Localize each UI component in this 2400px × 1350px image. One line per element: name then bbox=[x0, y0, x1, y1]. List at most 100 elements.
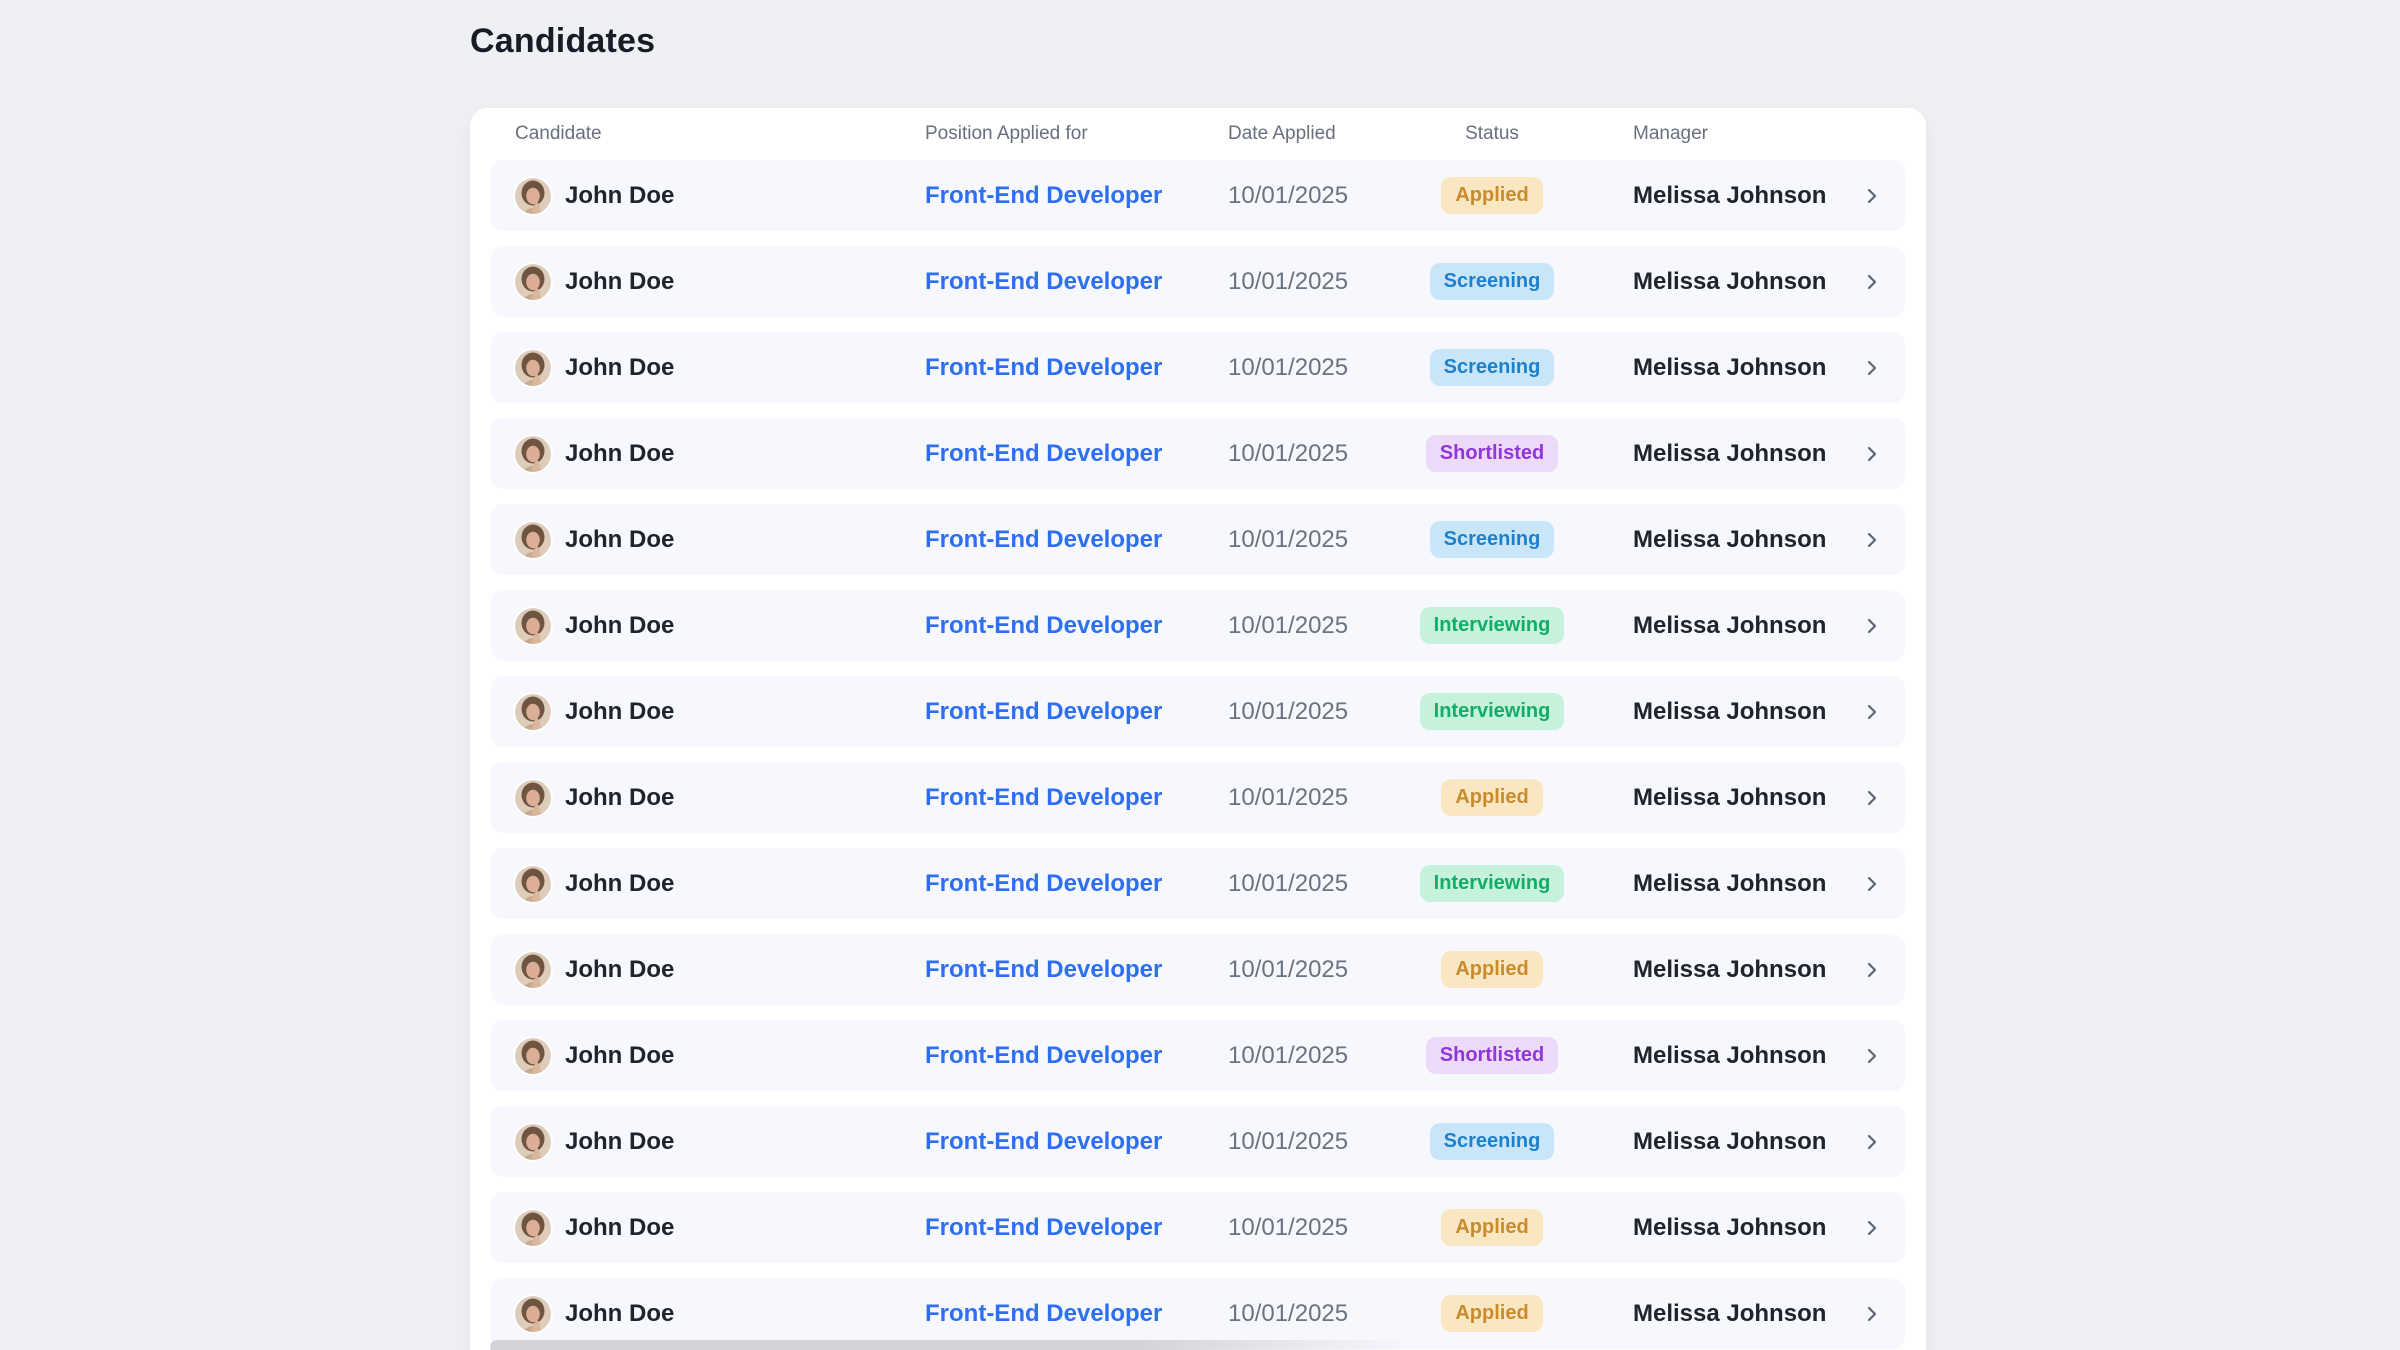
candidate-avatar bbox=[515, 865, 551, 902]
candidate-avatar bbox=[515, 1295, 551, 1332]
candidate-cell: John Doe bbox=[515, 779, 925, 816]
chevron-cell[interactable] bbox=[1845, 789, 1881, 807]
candidate-cell: John Doe bbox=[515, 263, 925, 300]
table-row[interactable]: John Doe Front-End Developer 10/01/2025 … bbox=[491, 1106, 1905, 1177]
candidate-avatar bbox=[515, 779, 551, 816]
chevron-right-icon bbox=[1867, 360, 1877, 375]
candidate-cell: John Doe bbox=[515, 177, 925, 214]
position-cell: Front-End Developer bbox=[925, 526, 1228, 554]
table-row[interactable]: John Doe Front-End Developer 10/01/2025 … bbox=[491, 1278, 1905, 1349]
chevron-cell[interactable] bbox=[1845, 1047, 1881, 1065]
manager-name: Melissa Johnson bbox=[1633, 267, 1827, 295]
table-row[interactable]: John Doe Front-End Developer 10/01/2025 … bbox=[491, 246, 1905, 317]
horizontal-scrollbar-thumb[interactable] bbox=[490, 1340, 1414, 1350]
position-link[interactable]: Front-End Developer bbox=[925, 1299, 1163, 1327]
position-link[interactable]: Front-End Developer bbox=[925, 783, 1163, 811]
candidate-avatar bbox=[515, 951, 551, 988]
manager-name: Melissa Johnson bbox=[1633, 353, 1827, 381]
candidate-avatar bbox=[515, 521, 551, 558]
position-cell: Front-End Developer bbox=[925, 612, 1228, 640]
status-cell: Applied bbox=[1381, 177, 1603, 214]
table-row[interactable]: John Doe Front-End Developer 10/01/2025 … bbox=[491, 676, 1905, 747]
candidate-avatar bbox=[515, 693, 551, 730]
status-badge: Interviewing bbox=[1419, 693, 1565, 730]
manager-name: Melissa Johnson bbox=[1633, 181, 1827, 209]
chevron-cell[interactable] bbox=[1845, 875, 1881, 893]
candidate-name: John Doe bbox=[565, 353, 675, 381]
status-badge: Applied bbox=[1441, 951, 1543, 988]
chevron-cell[interactable] bbox=[1845, 273, 1881, 291]
chevron-right-icon bbox=[1867, 704, 1877, 719]
status-badge: Applied bbox=[1441, 177, 1543, 214]
status-badge: Shortlisted bbox=[1425, 1037, 1559, 1074]
chevron-right-icon bbox=[1867, 274, 1877, 289]
table-row[interactable]: John Doe Front-End Developer 10/01/2025 … bbox=[491, 934, 1905, 1005]
position-link[interactable]: Front-End Developer bbox=[925, 353, 1163, 381]
position-cell: Front-End Developer bbox=[925, 698, 1228, 726]
candidate-avatar bbox=[515, 435, 551, 472]
position-link[interactable]: Front-End Developer bbox=[925, 1127, 1163, 1155]
position-link[interactable]: Front-End Developer bbox=[925, 1213, 1163, 1241]
chevron-cell[interactable] bbox=[1845, 703, 1881, 721]
chevron-right-icon bbox=[1867, 876, 1877, 891]
chevron-right-icon bbox=[1867, 1220, 1877, 1235]
column-header-candidate: Candidate bbox=[515, 123, 602, 144]
status-badge: Shortlisted bbox=[1425, 435, 1559, 472]
chevron-cell[interactable] bbox=[1845, 1133, 1881, 1151]
chevron-right-icon bbox=[1867, 1306, 1877, 1321]
position-link[interactable]: Front-End Developer bbox=[925, 611, 1163, 639]
chevron-cell[interactable] bbox=[1845, 617, 1881, 635]
status-badge: Screening bbox=[1429, 521, 1555, 558]
candidate-name: John Doe bbox=[565, 1299, 675, 1327]
status-cell: Interviewing bbox=[1381, 865, 1603, 902]
chevron-right-icon bbox=[1867, 532, 1877, 547]
chevron-right-icon bbox=[1867, 188, 1877, 203]
position-cell: Front-End Developer bbox=[925, 870, 1228, 898]
table-row[interactable]: John Doe Front-End Developer 10/01/2025 … bbox=[491, 504, 1905, 575]
chevron-cell[interactable] bbox=[1845, 531, 1881, 549]
table-row[interactable]: John Doe Front-End Developer 10/01/2025 … bbox=[491, 160, 1905, 231]
candidate-avatar bbox=[515, 1209, 551, 1246]
candidate-name: John Doe bbox=[565, 181, 675, 209]
status-cell: Screening bbox=[1381, 349, 1603, 386]
status-cell: Screening bbox=[1381, 1123, 1603, 1160]
position-link[interactable]: Front-End Developer bbox=[925, 439, 1163, 467]
position-link[interactable]: Front-End Developer bbox=[925, 955, 1163, 983]
status-badge: Interviewing bbox=[1419, 865, 1565, 902]
table-row[interactable]: John Doe Front-End Developer 10/01/2025 … bbox=[491, 1192, 1905, 1263]
chevron-cell[interactable] bbox=[1845, 1305, 1881, 1323]
position-cell: Front-End Developer bbox=[925, 1042, 1228, 1070]
date-applied: 10/01/2025 bbox=[1228, 869, 1349, 897]
status-badge: Interviewing bbox=[1419, 607, 1565, 644]
date-applied: 10/01/2025 bbox=[1228, 353, 1349, 381]
candidate-avatar bbox=[515, 349, 551, 386]
chevron-cell[interactable] bbox=[1845, 359, 1881, 377]
chevron-cell[interactable] bbox=[1845, 445, 1881, 463]
chevron-cell[interactable] bbox=[1845, 1219, 1881, 1237]
table-row[interactable]: John Doe Front-End Developer 10/01/2025 … bbox=[491, 1020, 1905, 1091]
position-link[interactable]: Front-End Developer bbox=[925, 869, 1163, 897]
manager-name: Melissa Johnson bbox=[1633, 697, 1827, 725]
date-applied: 10/01/2025 bbox=[1228, 611, 1349, 639]
position-link[interactable]: Front-End Developer bbox=[925, 697, 1163, 725]
date-applied: 10/01/2025 bbox=[1228, 439, 1349, 467]
candidate-name: John Doe bbox=[565, 525, 675, 553]
table-row[interactable]: John Doe Front-End Developer 10/01/2025 … bbox=[491, 590, 1905, 661]
position-link[interactable]: Front-End Developer bbox=[925, 181, 1163, 209]
position-cell: Front-End Developer bbox=[925, 268, 1228, 296]
candidate-avatar bbox=[515, 1123, 551, 1160]
table-row[interactable]: John Doe Front-End Developer 10/01/2025 … bbox=[491, 418, 1905, 489]
position-link[interactable]: Front-End Developer bbox=[925, 1041, 1163, 1069]
chevron-cell[interactable] bbox=[1845, 961, 1881, 979]
table-row[interactable]: John Doe Front-End Developer 10/01/2025 … bbox=[491, 762, 1905, 833]
table-row[interactable]: John Doe Front-End Developer 10/01/2025 … bbox=[491, 332, 1905, 403]
table-header-row: Candidate Position Applied for Date Appl… bbox=[491, 108, 1905, 160]
chevron-cell[interactable] bbox=[1845, 187, 1881, 205]
table-row[interactable]: John Doe Front-End Developer 10/01/2025 … bbox=[491, 848, 1905, 919]
position-link[interactable]: Front-End Developer bbox=[925, 525, 1163, 553]
candidate-cell: John Doe bbox=[515, 607, 925, 644]
status-cell: Shortlisted bbox=[1381, 435, 1603, 472]
position-cell: Front-End Developer bbox=[925, 1214, 1228, 1242]
date-applied: 10/01/2025 bbox=[1228, 955, 1349, 983]
position-link[interactable]: Front-End Developer bbox=[925, 267, 1163, 295]
